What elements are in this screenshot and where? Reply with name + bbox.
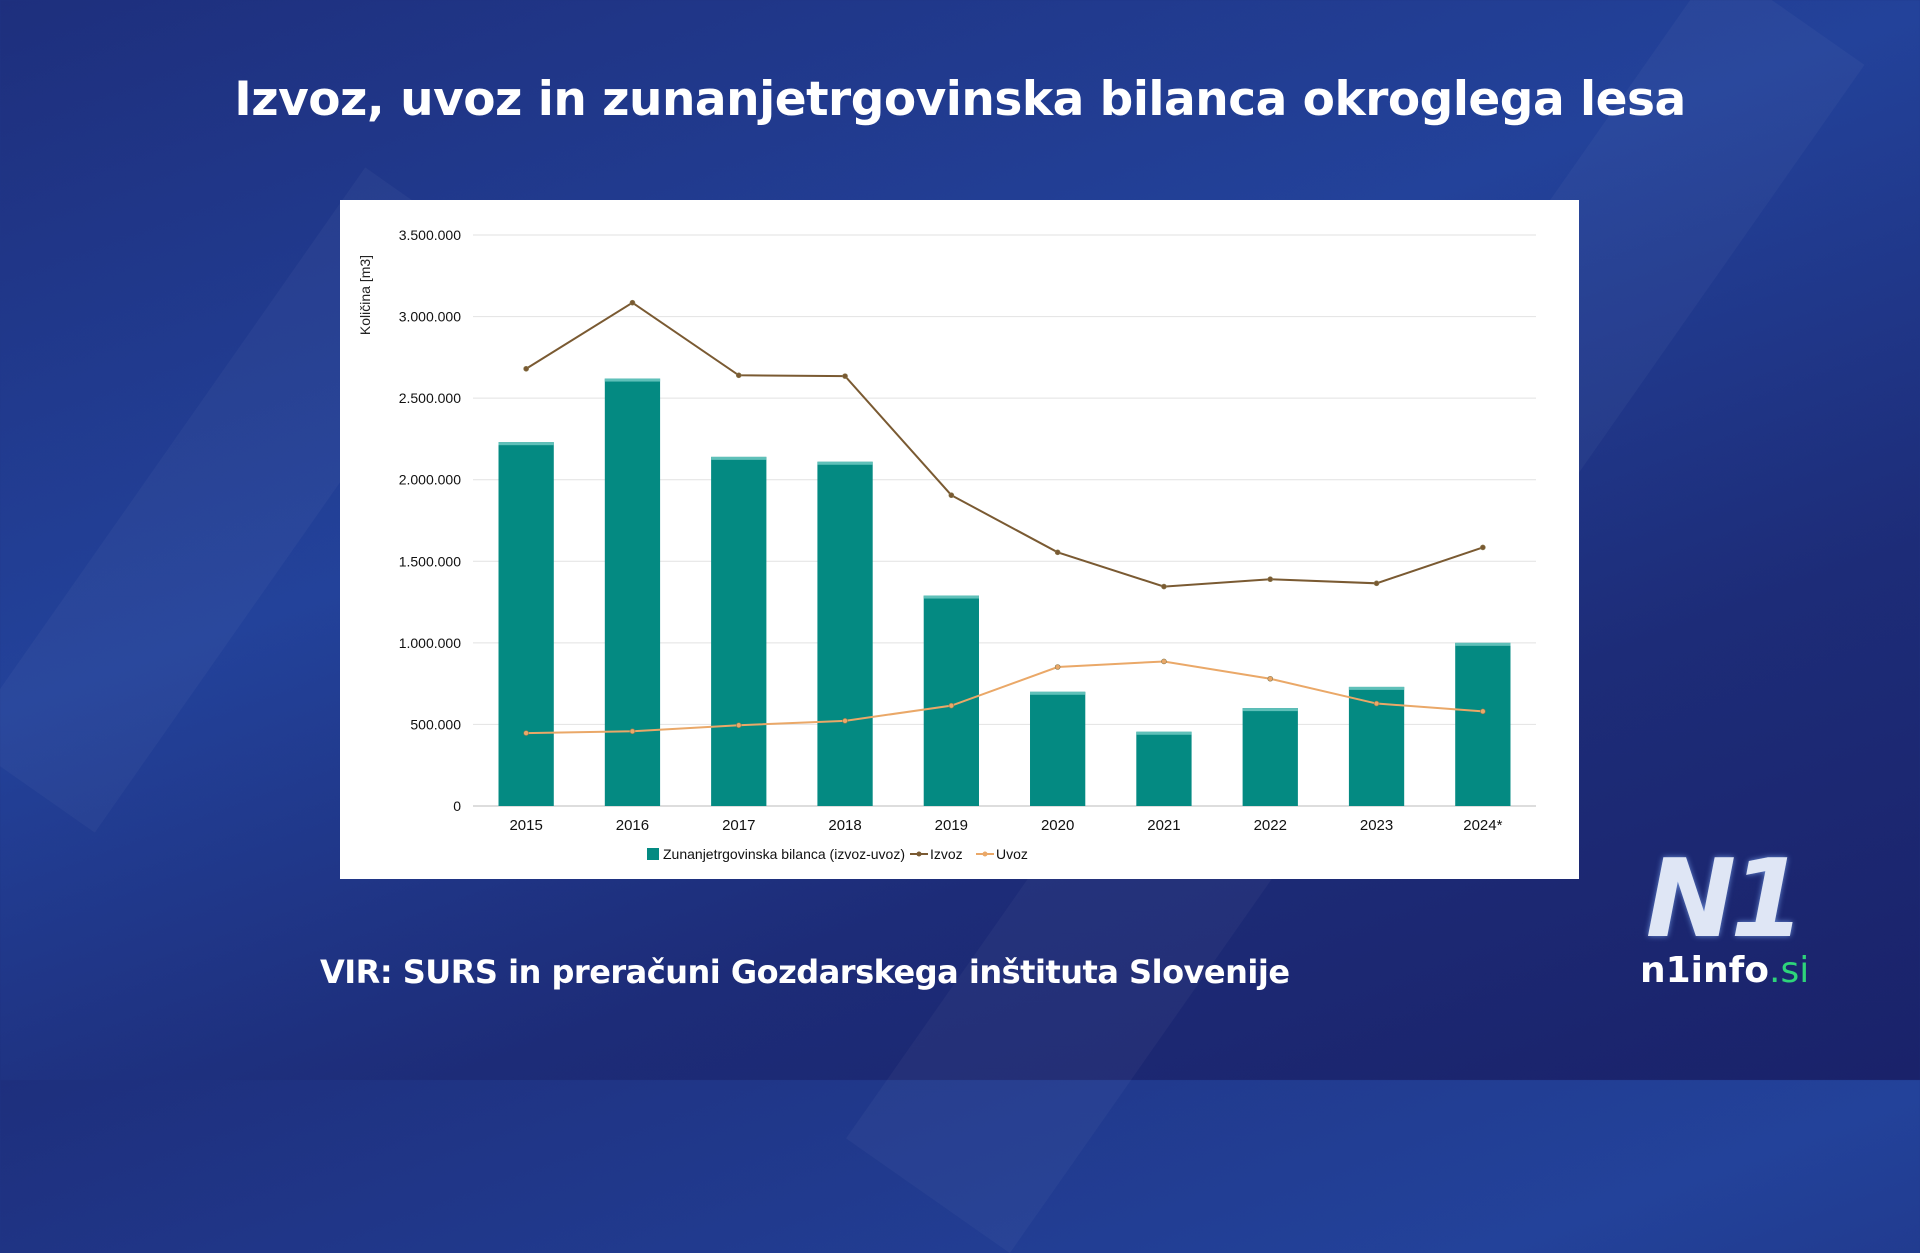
bar: [604, 378, 661, 806]
x-tick-label: 2021: [1147, 817, 1180, 834]
logo-text: n1info.si: [1640, 950, 1810, 991]
y-tick-label: 3.500.000: [399, 227, 461, 243]
bar: [711, 456, 767, 806]
data-point: [1054, 549, 1061, 556]
bar-highlight: [1455, 642, 1511, 646]
bar-highlight: [1136, 731, 1192, 735]
bar-highlight: [711, 456, 767, 460]
line-series: [523, 299, 1486, 736]
bar-series: [498, 378, 1511, 806]
y-tick-label: 1.000.000: [399, 635, 461, 651]
data-point: [1267, 576, 1274, 583]
bar-highlight: [498, 442, 554, 446]
bar-highlight: [1348, 686, 1405, 690]
x-tick-label: 2024*: [1463, 817, 1502, 834]
data-point: [1054, 664, 1061, 670]
bar: [1136, 731, 1192, 806]
bar-highlight: [1030, 691, 1086, 695]
y-tick-label: 0: [453, 798, 461, 814]
data-point: [1373, 700, 1380, 707]
legend-label: Zunanjetrgovinska bilanca (izvoz-uvoz): [663, 846, 905, 862]
bar: [817, 461, 873, 806]
chart-panel: 0 500.000 1.000.000 1.500.000 2.000.000 2.500…: [340, 200, 1579, 879]
data-point: [735, 372, 742, 379]
legend: Zunanjetrgovinska bilanca (izvoz-uvoz) Iz…: [647, 846, 1028, 862]
bar: [923, 595, 979, 806]
data-point: [842, 373, 848, 379]
legend-label: Izvoz: [930, 846, 963, 862]
y-tick-label: 2.500.000: [399, 390, 461, 406]
data-point: [1161, 658, 1167, 665]
y-tick-label: 2.000.000: [399, 472, 461, 488]
data-point: [735, 722, 742, 729]
bar-highlight: [1242, 708, 1298, 712]
chart: 0 500.000 1.000.000 1.500.000 2.000.000 2.500…: [357, 227, 1536, 862]
data-point: [1480, 544, 1486, 551]
logo-mark: N1: [1645, 837, 1806, 962]
page-title: Izvoz, uvoz in zunanjetrgovinska bilanca…: [234, 72, 1686, 127]
data-point: [1267, 675, 1274, 682]
x-axis-ticks: 2015 2016 2017 2018 2019 2020 2021 2022 2023 2024…: [509, 817, 1502, 834]
legend-swatch-bilanca: [647, 848, 659, 860]
x-tick-label: 2022: [1254, 817, 1287, 834]
bar: [1455, 642, 1511, 806]
bar-highlight: [923, 595, 979, 599]
y-axis-label: Količina [m3]: [357, 255, 373, 335]
y-tick-label: 3.000.000: [399, 309, 461, 325]
line-izvoz: [525, 301, 1484, 588]
x-tick-label: 2020: [1041, 817, 1074, 834]
data-point: [948, 492, 955, 499]
x-tick-label: 2018: [828, 817, 861, 834]
line-uvoz: [526, 660, 1483, 735]
legend-marker: [982, 851, 988, 857]
bar-highlight: [604, 378, 661, 382]
bar: [1348, 686, 1405, 806]
source-note: VIR: SURS in preračuni Gozdarskega inšti…: [320, 953, 1290, 991]
data-point: [523, 730, 529, 736]
bar: [498, 442, 554, 806]
x-tick-label: 2016: [616, 817, 649, 834]
x-tick-label: 2019: [935, 817, 968, 834]
x-tick-label: 2023: [1360, 817, 1393, 834]
bar: [1242, 708, 1298, 806]
y-tick-label: 1.500.000: [399, 553, 461, 569]
data-point: [523, 365, 529, 372]
data-point: [842, 718, 848, 724]
data-point: [948, 702, 955, 709]
y-axis-ticks: 0 500.000 1.000.000 1.500.000 2.000.000 2.500…: [399, 227, 462, 814]
data-point: [1480, 708, 1486, 715]
bar: [1030, 691, 1086, 806]
x-tick-label: 2017: [722, 817, 755, 834]
data-point: [629, 299, 636, 306]
data-point: [1373, 580, 1380, 587]
data-point: [629, 728, 636, 735]
legend-label: Uvoz: [996, 846, 1028, 862]
data-point: [1161, 583, 1167, 590]
x-tick-label: 2015: [509, 817, 542, 834]
y-tick-label: 500.000: [410, 716, 461, 732]
legend-marker: [916, 851, 922, 857]
bar-highlight: [817, 461, 873, 465]
n1-logo: N1 n1info.si: [1640, 837, 1810, 992]
